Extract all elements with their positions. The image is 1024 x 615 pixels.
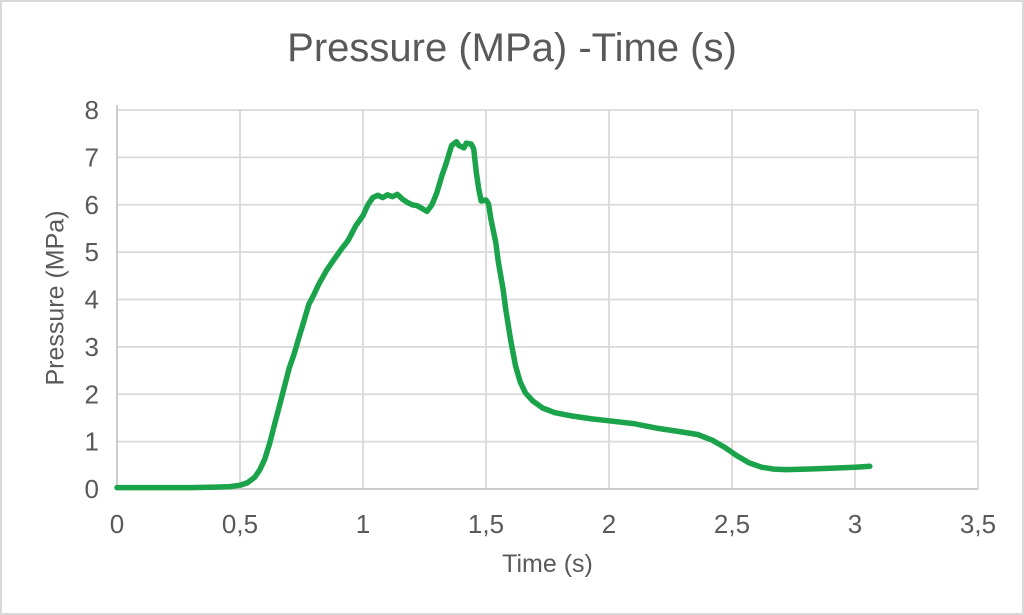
y-tick-label: 0: [85, 474, 99, 504]
x-tick-label: 3: [848, 509, 862, 539]
y-tick-label: 7: [85, 142, 99, 172]
y-tick-label: 8: [85, 95, 99, 125]
y-axis-title: Pressure (MPa): [41, 210, 70, 386]
chart-title: Pressure (MPa) -Time (s): [287, 26, 737, 70]
y-tick-label: 1: [85, 427, 99, 457]
x-tick-label: 1,5: [468, 509, 504, 539]
y-tick-label: 4: [85, 285, 99, 315]
x-tick-label: 0: [110, 509, 124, 539]
y-axis-tick-labels: 0 1 2 3 4 5 6 7 8: [85, 95, 99, 504]
x-tick-label: 1: [356, 509, 370, 539]
y-tick-label: 2: [85, 379, 99, 409]
axis-lines: [116, 105, 978, 490]
x-tick-label: 0,5: [222, 509, 258, 539]
x-tick-label: 3,5: [960, 509, 996, 539]
y-tick-label: 3: [85, 332, 99, 362]
x-tick-label: 2: [602, 509, 616, 539]
x-axis-tick-labels: 0 0,5 1 1,5 2 2,5 3 3,5: [110, 509, 996, 539]
pressure-series-line: [114, 138, 873, 491]
gridlines: [117, 109, 979, 489]
y-tick-label: 5: [85, 237, 99, 267]
y-tick-label: 6: [85, 190, 99, 220]
x-axis-title: Time (s): [502, 550, 593, 578]
x-tick-label: 2,5: [714, 509, 750, 539]
